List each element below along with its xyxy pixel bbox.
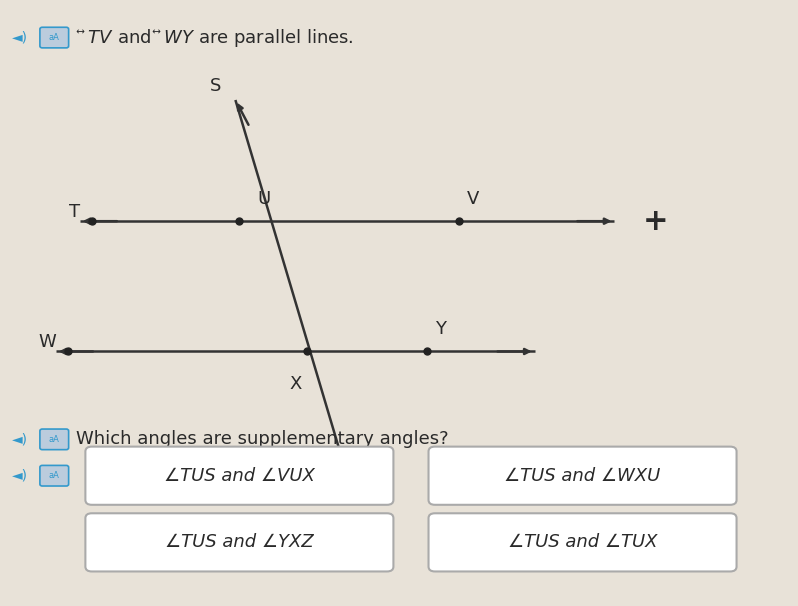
Text: aA: aA [49, 435, 60, 444]
Text: V: V [467, 190, 480, 208]
Text: ◄): ◄) [12, 468, 28, 483]
Text: Z: Z [357, 485, 369, 503]
FancyBboxPatch shape [429, 513, 737, 571]
Text: aA: aA [49, 33, 60, 42]
Text: aA: aA [49, 471, 60, 480]
Text: +: + [642, 207, 668, 236]
FancyBboxPatch shape [40, 465, 69, 486]
Text: S: S [210, 77, 221, 95]
Text: ◄): ◄) [12, 432, 28, 447]
Text: ∠TUS and ∠TUX: ∠TUS and ∠TUX [508, 533, 658, 551]
FancyBboxPatch shape [85, 447, 393, 505]
FancyBboxPatch shape [85, 513, 393, 571]
Text: Which angles are supplementary angles?: Which angles are supplementary angles? [76, 430, 448, 448]
FancyBboxPatch shape [40, 27, 69, 48]
Text: $\overleftrightarrow{TV}$ and $\overleftrightarrow{WY}$ are parallel lines.: $\overleftrightarrow{TV}$ and $\overleft… [76, 27, 354, 48]
Text: Y: Y [435, 320, 446, 338]
Text: ∠TUS and ∠WXU: ∠TUS and ∠WXU [504, 467, 661, 485]
Text: T: T [69, 203, 80, 221]
FancyBboxPatch shape [429, 447, 737, 505]
Text: ∠TUS and ∠VUX: ∠TUS and ∠VUX [164, 467, 315, 485]
Text: ∠TUS and ∠YXZ: ∠TUS and ∠YXZ [165, 533, 314, 551]
Text: ◄): ◄) [12, 30, 28, 45]
FancyBboxPatch shape [40, 429, 69, 450]
Text: X: X [289, 375, 302, 393]
Text: W: W [38, 333, 56, 351]
Text: U: U [257, 190, 271, 208]
